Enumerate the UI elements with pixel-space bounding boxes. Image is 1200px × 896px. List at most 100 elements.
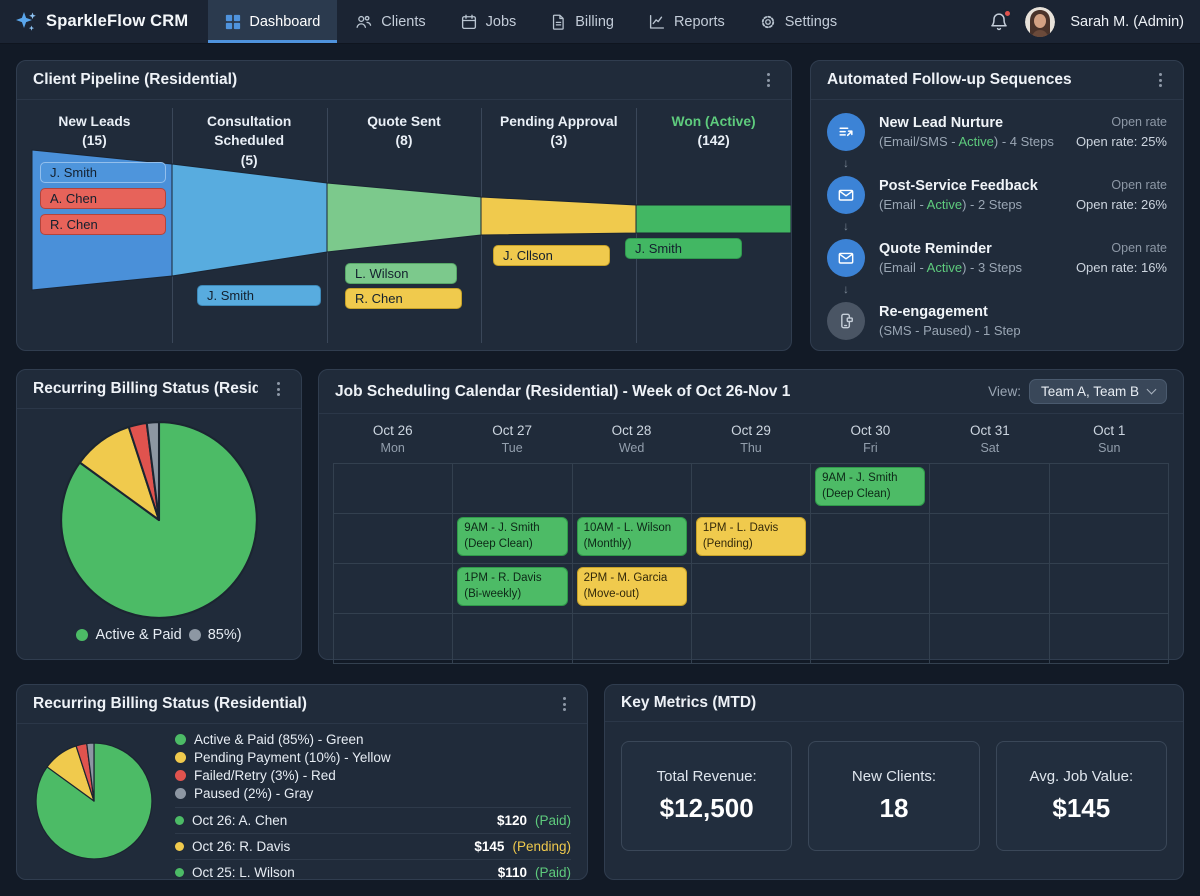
- payment-amount: $110: [497, 865, 527, 880]
- calendar-cell[interactable]: [691, 464, 812, 514]
- billing-detail-menu-kebab-icon[interactable]: [558, 694, 571, 714]
- billing-detail-title: Recurring Billing Status (Residential): [33, 695, 307, 712]
- calendar-cell[interactable]: [691, 564, 812, 614]
- legend-dot: [76, 629, 89, 641]
- sequence-item[interactable]: Re-engagement (SMS - Paused) - 1 Step: [827, 296, 1167, 346]
- sequence-subtitle: (Email - Active) - 2 Steps: [879, 197, 1023, 212]
- sequence-name: New Lead Nurture: [879, 115, 1004, 131]
- calendar-event[interactable]: 1PM - R. Davis (Bi-weekly): [457, 567, 568, 607]
- notification-bell-icon[interactable]: [988, 8, 1013, 33]
- payment-row[interactable]: Oct 26: R. Davis $145 (Pending): [175, 833, 571, 859]
- calendar-cell[interactable]: [930, 614, 1050, 664]
- sequence-item[interactable]: Quote Reminder (Email - Active) - 3 Step…: [827, 233, 1167, 283]
- legend-dot: [175, 751, 186, 763]
- payment-amount: $145: [474, 839, 505, 854]
- pipeline-chip[interactable]: J. Cllson: [493, 245, 610, 266]
- legend-label: Active & Paid (85%) - Green: [194, 731, 364, 747]
- sequence-subtitle: (Email/SMS - Active) - 4 Steps: [879, 134, 1054, 149]
- calendar-cell[interactable]: [930, 514, 1050, 564]
- billing-small-menu-kebab-icon[interactable]: [272, 379, 285, 399]
- tab-reports[interactable]: Reports: [631, 0, 742, 43]
- funnel-stage: [171, 163, 328, 277]
- sequence-name: Quote Reminder: [879, 241, 992, 257]
- calendar-event[interactable]: 10AM - L. Wilson (Monthly): [576, 517, 687, 557]
- payment-status: (Pending): [512, 839, 571, 854]
- tab-clients[interactable]: Clients: [337, 0, 442, 43]
- calendar-cell[interactable]: 2PM - M. Garcia (Move-out): [572, 564, 692, 614]
- payment-row[interactable]: Oct 26: A. Chen $120 (Paid): [175, 807, 571, 833]
- calendar-cell[interactable]: 10AM - L. Wilson (Monthly): [572, 514, 692, 564]
- calendar-event[interactable]: 9AM - J. Smith (Deep Clean): [815, 467, 926, 507]
- calendar-cell[interactable]: [572, 464, 692, 514]
- calendar-day-header: Oct 30 Fri: [850, 423, 891, 455]
- calendar-cell[interactable]: [334, 464, 454, 514]
- calendar-cell[interactable]: [334, 614, 454, 664]
- flow-arrow-down-icon: ↓: [843, 282, 849, 296]
- sequence-item[interactable]: New Lead Nurture (Email/SMS - Active) - …: [827, 107, 1167, 157]
- billing-document-icon: [550, 13, 567, 31]
- tab-billing[interactable]: Billing: [533, 0, 631, 43]
- pipeline-chip[interactable]: A. Chen: [40, 188, 166, 209]
- pipeline-chip[interactable]: R. Chen: [40, 214, 166, 235]
- calendar-cell[interactable]: [453, 464, 573, 514]
- legend-dot: [175, 733, 186, 745]
- calendar-cell[interactable]: [930, 564, 1050, 614]
- sequence-subtitle: (Email - Active) - 3 Steps: [879, 260, 1023, 275]
- pipeline-chip[interactable]: R. Chen: [345, 288, 462, 309]
- calendar-cell[interactable]: [811, 564, 931, 614]
- calendar-cell[interactable]: [811, 614, 931, 664]
- sequences-menu-kebab-icon[interactable]: [1154, 70, 1167, 90]
- calendar-cell[interactable]: [572, 614, 692, 664]
- tab-label: Settings: [784, 13, 838, 30]
- metric-card-revenue: Total Revenue: $12,500: [621, 741, 793, 851]
- metric-card-avg-job-value: Avg. Job Value: $145: [995, 741, 1167, 851]
- calendar-cell[interactable]: [1049, 614, 1169, 664]
- tab-dashboard[interactable]: Dashboard: [208, 0, 338, 43]
- calendar-cell[interactable]: [453, 614, 573, 664]
- status-dot: [175, 868, 184, 877]
- calendar-day-header: Oct 1 Sun: [1093, 423, 1126, 455]
- calendar-cell[interactable]: 1PM - L. Davis (Pending): [691, 514, 812, 564]
- pipeline-chip[interactable]: J. Smith: [197, 285, 321, 306]
- metrics-title: Key Metrics (MTD): [621, 694, 757, 711]
- calendar-cell[interactable]: [1049, 464, 1169, 514]
- metric-card-new-clients: New Clients: 18: [808, 741, 980, 851]
- user-name: Sarah M. (Admin): [1070, 13, 1184, 30]
- calendar-cell[interactable]: [334, 514, 454, 564]
- payment-amount: $120: [496, 813, 527, 828]
- funnel-stage: [480, 196, 637, 236]
- app-brand: SparkleFlow CRM: [14, 0, 188, 43]
- calendar-event[interactable]: 9AM - J. Smith (Deep Clean): [457, 517, 568, 557]
- calendar-cell[interactable]: [811, 514, 931, 564]
- calendar-day-header: Oct 28 Wed: [611, 423, 652, 455]
- calendar-cell[interactable]: [930, 464, 1050, 514]
- payment-client: Oct 26: R. Davis: [192, 839, 291, 854]
- team-view-dropdown[interactable]: Team A, Team B: [1028, 379, 1167, 404]
- calendar-cell[interactable]: 1PM - R. Davis (Bi-weekly): [453, 564, 573, 614]
- tab-settings[interactable]: Settings: [742, 0, 854, 43]
- calendar-cell[interactable]: [1049, 564, 1169, 614]
- pipeline-chip[interactable]: J. Smith: [625, 238, 742, 259]
- pipeline-menu-kebab-icon[interactable]: [762, 70, 775, 90]
- calendar-cell[interactable]: 9AM - J. Smith (Deep Clean): [811, 464, 931, 514]
- tab-label: Billing: [575, 13, 614, 30]
- tab-label: Clients: [381, 13, 426, 30]
- calendar-event[interactable]: 2PM - M. Garcia (Move-out): [576, 567, 687, 607]
- calendar-grid: 9AM - J. Smith (Deep Clean) 9AM - J. Smith…: [333, 463, 1169, 664]
- calendar-event[interactable]: 1PM - L. Davis (Pending): [695, 517, 807, 557]
- sequence-item[interactable]: Post-Service Feedback (Email - Active) -…: [827, 170, 1167, 220]
- pipeline-chip[interactable]: J. Smith: [40, 162, 166, 183]
- tab-jobs[interactable]: Jobs: [443, 0, 534, 43]
- user-avatar[interactable]: [1025, 6, 1056, 37]
- pipeline-chip[interactable]: L. Wilson: [345, 263, 457, 284]
- calendar-cell[interactable]: [334, 564, 454, 614]
- payment-row[interactable]: Oct 25: L. Wilson $110 (Paid): [175, 859, 571, 885]
- metric-label: Total Revenue:: [656, 768, 757, 785]
- tab-label: Dashboard: [249, 13, 321, 30]
- pipeline-funnel: New Leads (15) Consultation Scheduled (5) …: [17, 100, 791, 351]
- settings-gear-icon: [759, 13, 777, 31]
- calendar-cell[interactable]: 9AM - J. Smith (Deep Clean): [453, 514, 573, 564]
- calendar-cell[interactable]: [1049, 514, 1169, 564]
- calendar-cell[interactable]: [691, 614, 812, 664]
- billing-small-title: Recurring Billing Status (Resid…: [33, 380, 258, 397]
